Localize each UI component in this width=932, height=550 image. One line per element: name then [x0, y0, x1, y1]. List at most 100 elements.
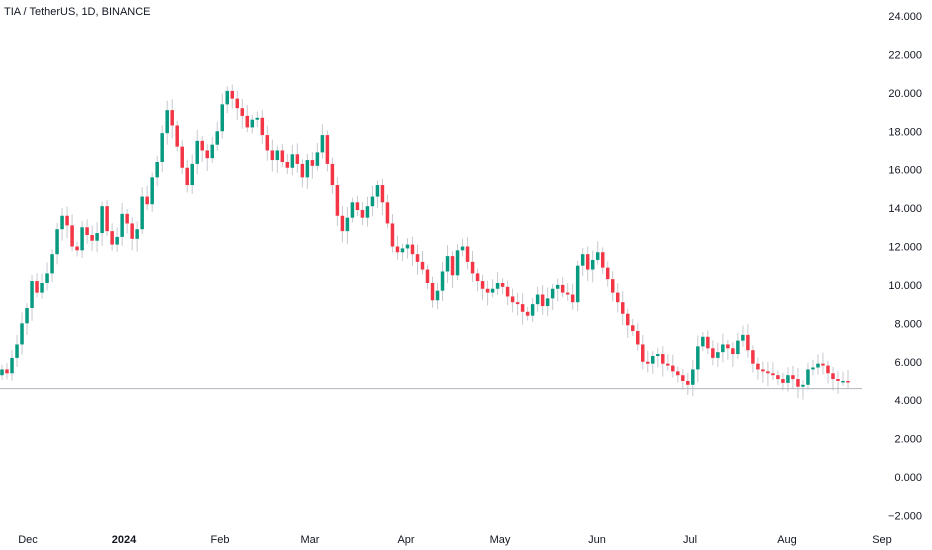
candle-down: [380, 185, 385, 203]
candle-up: [60, 215, 64, 230]
candle-down: [90, 234, 94, 241]
candle-up: [375, 185, 380, 197]
candle-up: [40, 282, 44, 293]
x-tick-label: Dec: [18, 534, 38, 546]
candle-down: [706, 336, 710, 349]
x-tick-label: 2024: [112, 534, 137, 546]
candle-down: [450, 256, 455, 276]
y-tick-label: 6.000: [894, 357, 922, 369]
candle-up: [115, 236, 119, 245]
x-tick-label: Aug: [777, 534, 797, 546]
candle-down: [245, 115, 250, 128]
candle-down: [560, 284, 565, 293]
candle-up: [10, 357, 14, 374]
candle-up: [535, 294, 540, 305]
candle-up: [215, 131, 220, 145]
candle-up: [165, 110, 169, 134]
candle-down: [756, 363, 760, 370]
candle-up: [345, 217, 350, 232]
candle-down: [776, 375, 780, 380]
x-axis: Dec 2024 Feb Mar Apr May Jun Jul Aug Sep: [18, 534, 892, 546]
candle-down: [5, 369, 9, 374]
candle-down: [615, 292, 620, 303]
candle-down: [105, 206, 109, 232]
candle-down: [676, 371, 680, 376]
y-tick-label: 24.000: [888, 11, 922, 23]
candle-up: [460, 246, 465, 251]
candle-up: [455, 250, 460, 276]
candle-up: [210, 144, 215, 159]
candle-up: [195, 140, 199, 164]
candle-up: [155, 161, 159, 178]
candle-up: [801, 384, 805, 387]
candle-up: [440, 271, 445, 291]
candle-down: [746, 334, 750, 351]
candle-down: [565, 292, 570, 295]
candle-up: [716, 352, 720, 358]
candle-down: [635, 331, 640, 345]
candle-down: [681, 375, 685, 381]
candle-up: [841, 380, 845, 383]
candle-down: [726, 344, 730, 349]
candle-up: [575, 265, 580, 303]
candle-down: [35, 281, 39, 293]
candle-down: [295, 154, 300, 164]
candle-down: [65, 215, 69, 226]
candle-down: [505, 286, 510, 297]
candle-down: [340, 215, 345, 232]
candle-down: [465, 246, 470, 262]
candle-down: [395, 246, 400, 253]
candle-down: [605, 267, 610, 280]
candle-down: [280, 150, 285, 162]
candle-down: [360, 210, 365, 218]
candle-up: [225, 90, 230, 105]
candle-up: [250, 119, 255, 128]
y-tick-label: 16.000: [888, 165, 922, 177]
x-tick-label: Feb: [211, 534, 230, 546]
candle-up: [45, 273, 49, 283]
candle-down: [265, 135, 270, 151]
candle-down: [731, 348, 735, 355]
candle-up: [305, 160, 310, 178]
candle-up: [20, 323, 24, 345]
candle-down: [470, 261, 475, 274]
candle-up: [320, 135, 325, 153]
candle-down: [355, 202, 360, 211]
candle-down: [585, 254, 590, 270]
candle-up: [55, 229, 59, 255]
candle-down: [200, 140, 204, 151]
candle-down: [230, 90, 235, 99]
candle-up: [15, 344, 19, 358]
candle-down: [325, 135, 330, 164]
x-tick-label: Apr: [397, 534, 414, 546]
y-tick-label: 20.000: [888, 88, 922, 100]
candle-down: [475, 273, 480, 282]
candle-up: [806, 369, 810, 385]
candle-down: [540, 294, 545, 307]
candle-up: [100, 206, 104, 234]
y-tick-label: 12.000: [888, 242, 922, 254]
candle-down: [410, 244, 415, 255]
candle-down: [385, 202, 390, 224]
candle-down: [796, 379, 800, 387]
y-tick-label: 2.000: [894, 434, 922, 446]
candle-down: [625, 313, 630, 326]
x-tick-label: May: [490, 534, 511, 546]
candle-up: [255, 117, 260, 120]
candle-down: [480, 281, 485, 289]
candle-up: [135, 229, 139, 239]
candle-up: [220, 104, 225, 132]
candle-up: [120, 213, 124, 237]
candle-up: [741, 334, 745, 341]
candle-down: [671, 365, 675, 372]
candle-down: [761, 369, 765, 372]
candle-down: [235, 98, 240, 109]
candle-down: [390, 223, 395, 247]
candle-down: [85, 227, 89, 235]
candle-up: [786, 375, 790, 383]
y-tick-label: 4.000: [894, 395, 922, 407]
candle-up: [80, 227, 84, 251]
candle-up: [400, 248, 405, 253]
candle-down: [641, 344, 645, 362]
